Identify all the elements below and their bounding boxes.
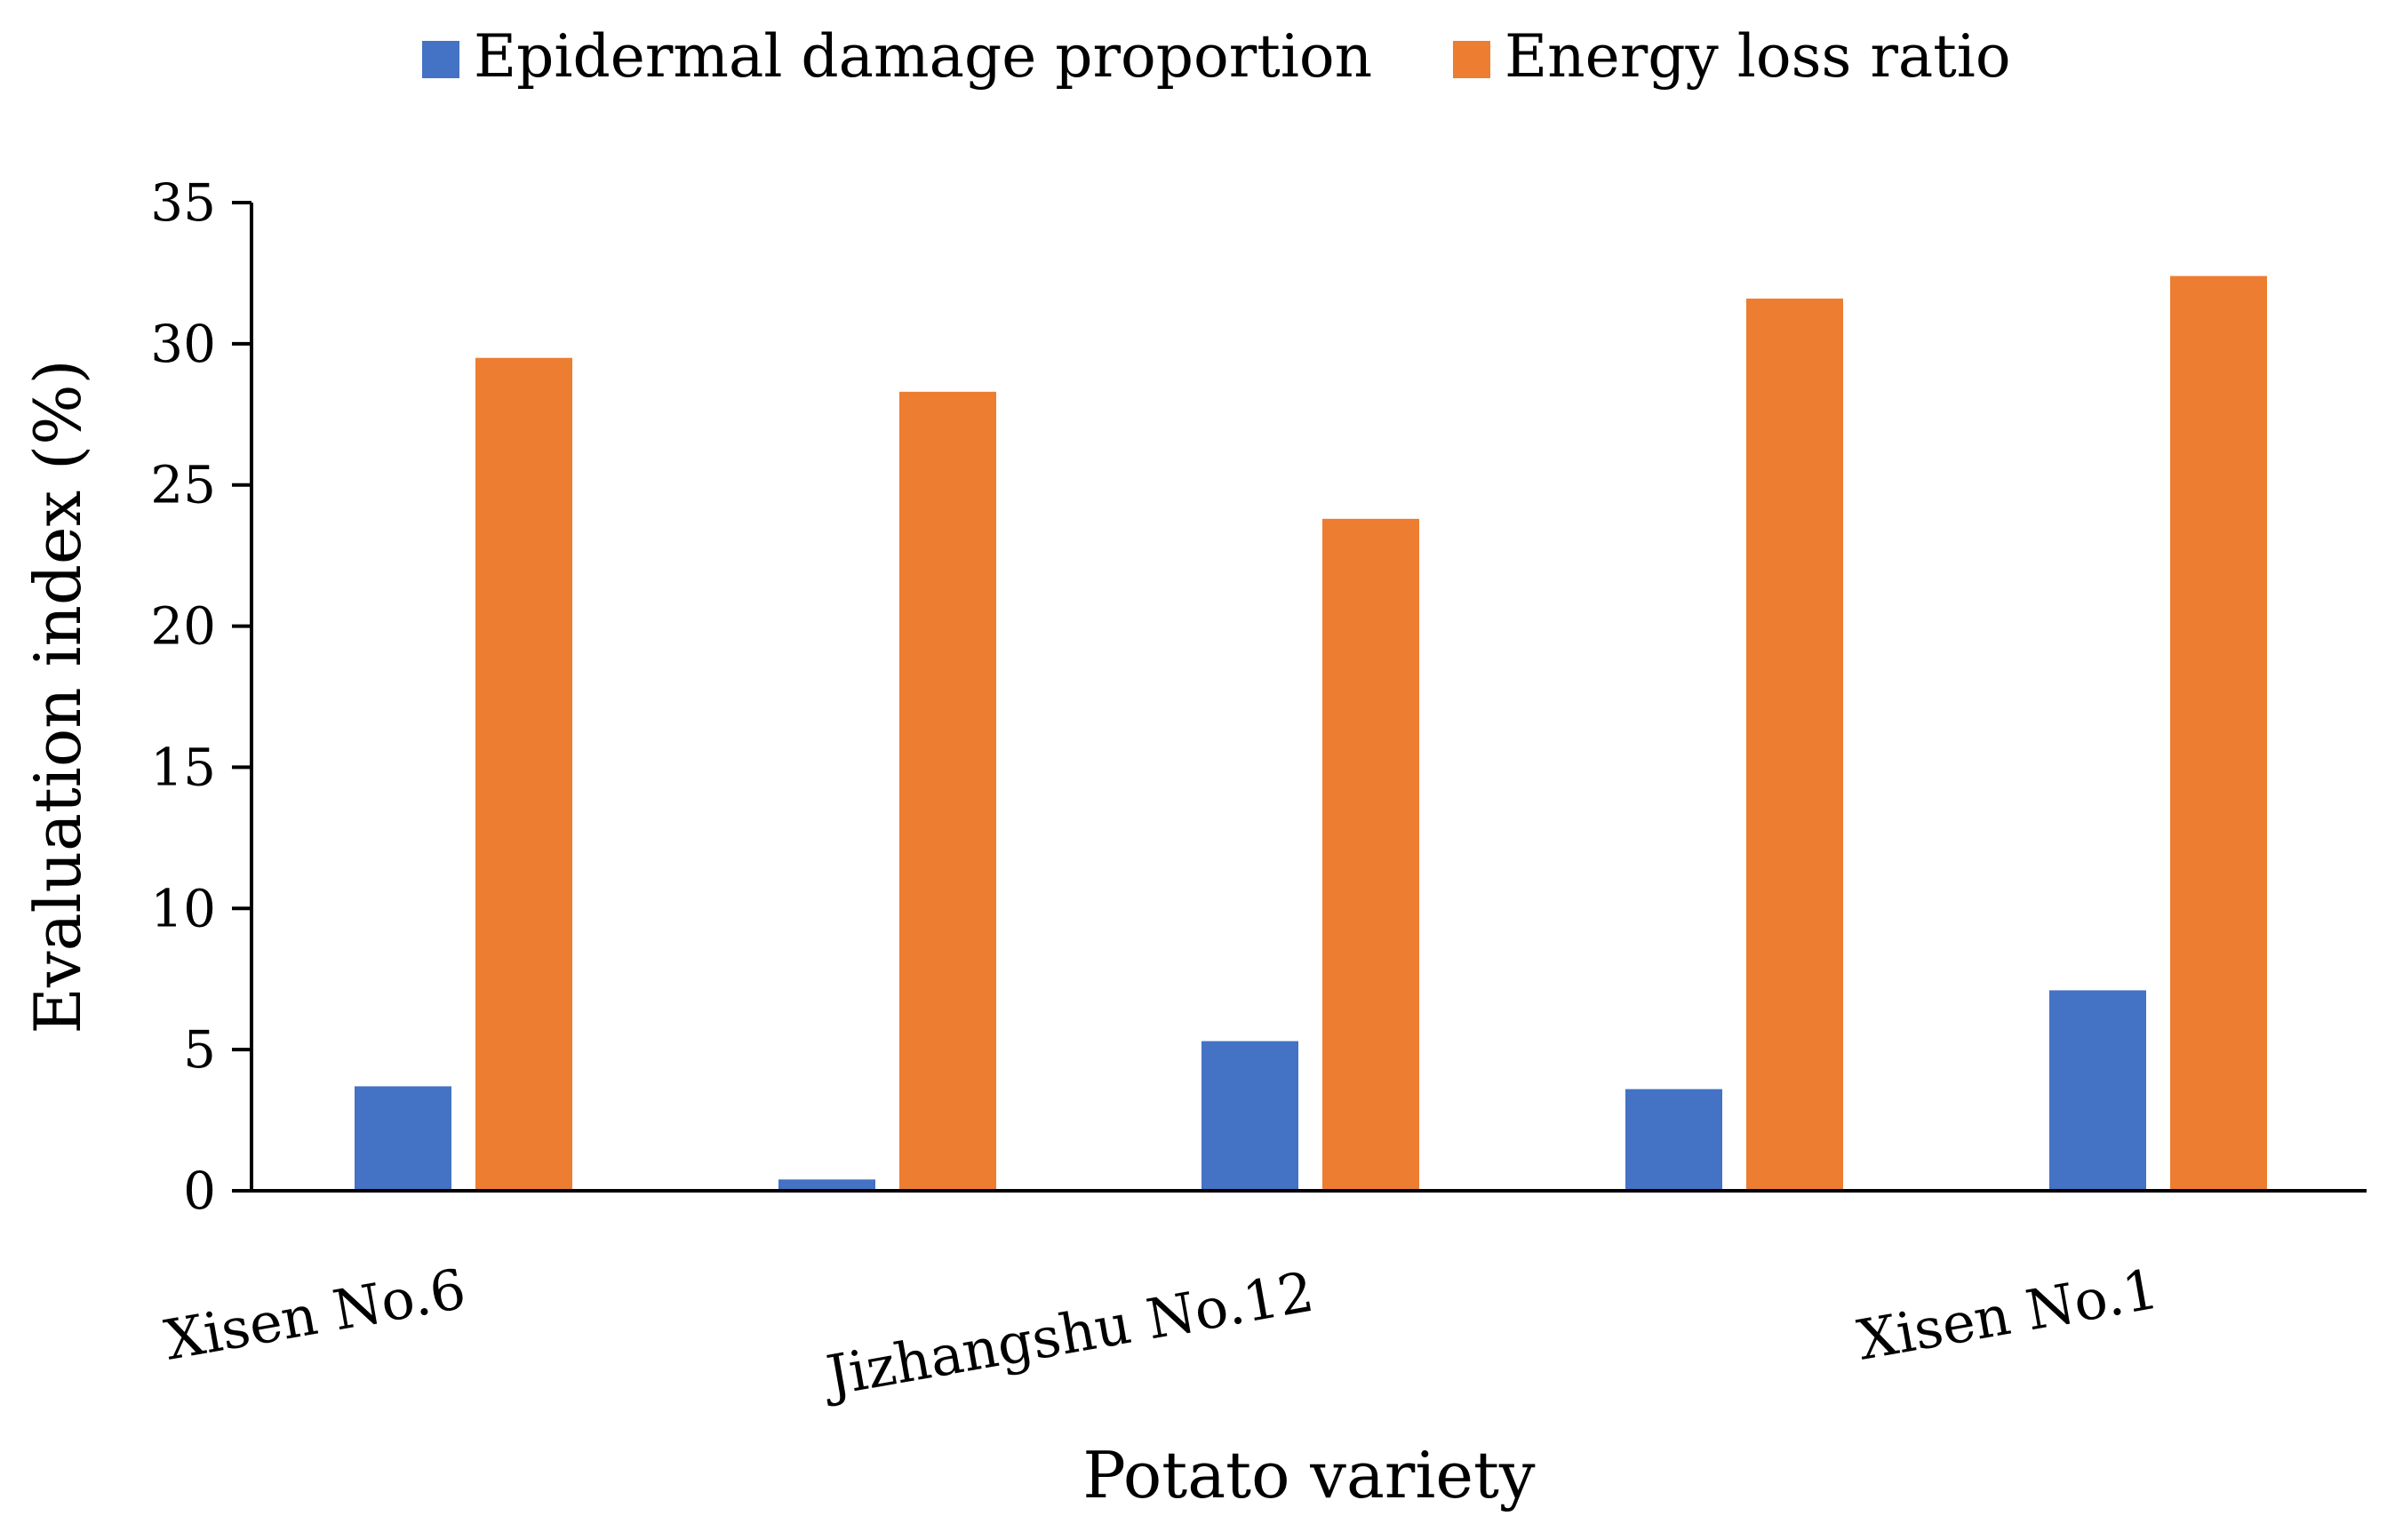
y-tick-label: 35 [150,172,216,233]
bar-epidermal-damage-2 [778,1179,875,1191]
legend-swatch-epidermal-damage [422,41,459,78]
y-tick-label: 15 [150,737,216,797]
y-tick-label: 10 [150,878,216,938]
legend-label-energy-loss: Energy loss ratio [1505,22,2011,91]
bar-energy-loss-4 [1746,299,1843,1192]
bar-epidermal-damage-4 [1625,1089,1722,1191]
y-axis-ticks: 0 5 10 15 20 25 30 35 [150,172,251,1221]
x-axis-title: Potato variety [1082,1438,1535,1512]
bar-energy-loss-5 [2170,275,2267,1191]
bar-energy-loss-1 [475,357,572,1191]
bars-group [355,275,2267,1192]
bar-epidermal-damage-5 [2049,990,2146,1191]
bar-epidermal-damage-3 [1201,1041,1298,1191]
x-category-label: Xisen No.6 [160,1257,470,1373]
y-tick-label: 0 [183,1161,216,1221]
legend-label-epidermal-damage: Epidermal damage proportion [474,22,1372,91]
bar-energy-loss-3 [1322,518,1419,1191]
bar-energy-loss-2 [899,391,996,1192]
y-axis-title: Evaluation index (%) [20,359,95,1033]
bar-epidermal-damage-1 [355,1086,451,1191]
x-axis-category-labels: Xisen No.6 Jizhangshu No.12 Xisen No.1 [160,1257,2163,1409]
y-tick-label: 5 [183,1019,216,1080]
legend-swatch-energy-loss [1453,41,1490,78]
x-category-label: Xisen No.1 [1853,1257,2163,1373]
y-tick-label: 25 [150,455,216,515]
y-tick-label: 20 [150,596,216,657]
x-category-label: Jizhangshu No.12 [817,1259,1319,1409]
legend: Epidermal damage proportion Energy loss … [422,22,2011,91]
y-tick-label: 30 [150,314,216,374]
